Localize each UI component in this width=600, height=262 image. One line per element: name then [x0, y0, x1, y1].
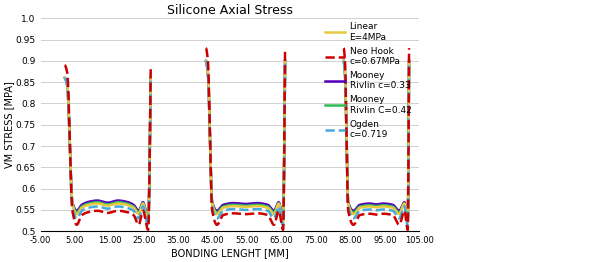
Legend: Linear
E=4MPa, Neo Hook
c=0.67MPa, Mooney
Rivlin c=0.33, Mooney
Rivlin C=0.42, O: Linear E=4MPa, Neo Hook c=0.67MPa, Moone… [322, 19, 415, 143]
X-axis label: BONDING LENGHT [MM]: BONDING LENGHT [MM] [171, 248, 289, 258]
Title: Silicone Axial Stress: Silicone Axial Stress [167, 4, 293, 17]
Y-axis label: VM STRESS [MPA]: VM STRESS [MPA] [4, 81, 14, 168]
